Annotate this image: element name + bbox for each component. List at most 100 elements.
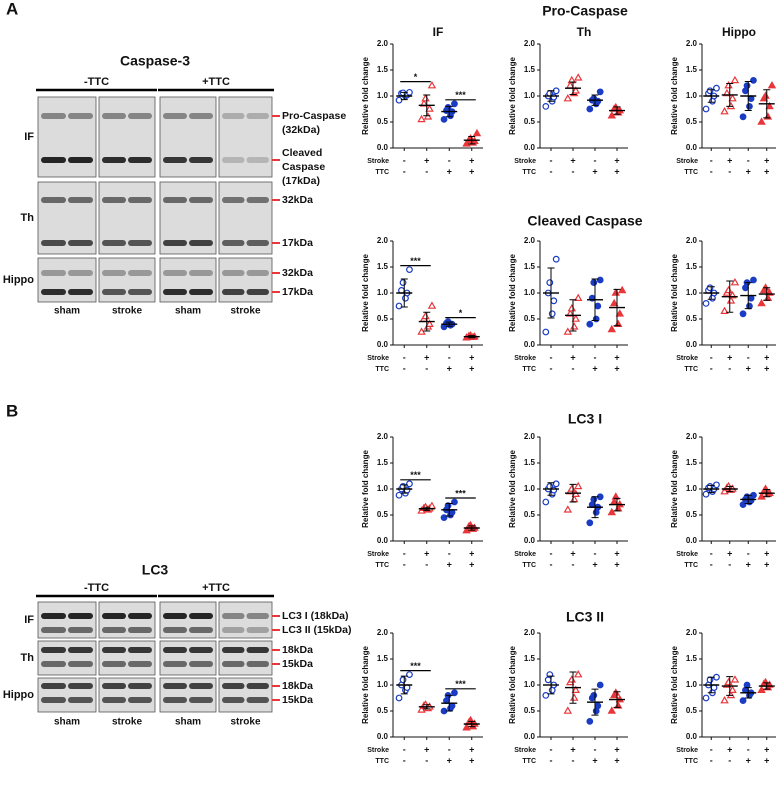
y-tick-label: 2.0 — [524, 432, 536, 441]
x-sign: - — [403, 352, 406, 362]
data-point — [739, 697, 747, 704]
blot-band — [128, 661, 152, 667]
error-bar — [726, 280, 734, 313]
blot-band — [68, 627, 93, 633]
x-sign: + — [746, 166, 751, 176]
x-sign: + — [764, 166, 769, 176]
blot-band — [128, 289, 152, 295]
panel-letter: A — [6, 0, 18, 18]
marker-label: 17kDa — [282, 286, 313, 298]
x-sign: + — [424, 352, 429, 362]
error-bar — [468, 525, 476, 531]
condition-label: -TTC — [84, 582, 109, 594]
x-sign: + — [570, 352, 575, 362]
x-sign: + — [614, 363, 619, 373]
error-bar — [423, 94, 431, 117]
data-point — [726, 101, 736, 110]
data-point — [586, 105, 594, 113]
y-tick-label: 0.5 — [524, 314, 536, 323]
blot-band — [189, 697, 213, 703]
x-sign: + — [764, 559, 769, 569]
x-sign: + — [469, 548, 474, 558]
y-tick-label: 0.0 — [686, 732, 698, 741]
significance-label: *** — [455, 90, 466, 100]
blot-band — [102, 683, 126, 689]
blot-band — [163, 613, 187, 619]
x-row-label: Stroke — [367, 747, 389, 754]
blot-band — [41, 661, 66, 667]
data-point — [399, 676, 407, 684]
x-sign: + — [469, 166, 474, 176]
error-bar — [726, 83, 734, 107]
data-point — [730, 675, 740, 683]
x-sign: + — [424, 744, 429, 754]
blot-band — [102, 113, 126, 119]
blot-band — [41, 647, 66, 653]
y-tick-label: 1.5 — [377, 65, 389, 74]
blot-band — [68, 197, 93, 203]
data-point — [757, 117, 766, 125]
x-sign: - — [550, 155, 553, 165]
blot-band — [246, 627, 269, 633]
blot-band — [41, 240, 66, 246]
y-tick-label: 1.0 — [377, 680, 389, 689]
error-bar — [569, 299, 577, 332]
x-sign: + — [614, 755, 619, 765]
blot-lane — [98, 257, 156, 303]
data-point — [425, 319, 434, 327]
lane-label: sham — [54, 717, 80, 728]
blot-band — [163, 697, 187, 703]
data-point — [569, 693, 579, 701]
y-tick-label: 1.0 — [377, 288, 389, 297]
blot-band — [128, 157, 152, 163]
x-sign: - — [747, 548, 750, 558]
data-point — [546, 279, 554, 287]
data-point — [571, 685, 581, 693]
x-sign: + — [469, 363, 474, 373]
blot-band — [222, 647, 245, 653]
x-sign: + — [447, 559, 452, 569]
y-tick-label: 2.0 — [377, 236, 389, 245]
x-sign: - — [403, 559, 406, 569]
blot-band — [222, 157, 245, 163]
x-sign: + — [592, 755, 597, 765]
y-tick-label: 0.5 — [524, 117, 536, 126]
blot-lane — [159, 640, 217, 676]
x-sign: + — [469, 744, 474, 754]
blot-lane — [37, 96, 97, 178]
error-bar — [423, 506, 431, 511]
error-bar — [707, 484, 715, 494]
x-sign: + — [469, 352, 474, 362]
x-sign: - — [747, 155, 750, 165]
y-tick-label: 1.0 — [524, 484, 536, 493]
x-sign: - — [594, 352, 597, 362]
y-tick-label: 1.5 — [686, 65, 698, 74]
blot-lane — [159, 257, 217, 303]
y-tick-label: 1.5 — [377, 458, 389, 467]
panel-letter: B — [6, 401, 18, 420]
x-sign: + — [469, 559, 474, 569]
blot-band — [102, 627, 126, 633]
blot-band — [222, 661, 245, 667]
blot-band — [246, 157, 269, 163]
x-sign: - — [425, 166, 428, 176]
lane-label: stroke — [230, 306, 260, 317]
blot-band — [68, 683, 93, 689]
marker-label: Caspase — [282, 161, 325, 173]
y-tick-label: 0.0 — [524, 143, 536, 152]
error-bar — [400, 91, 408, 101]
x-sign: - — [403, 744, 406, 754]
blot-band — [246, 613, 269, 619]
data-point — [425, 104, 434, 112]
blot-band — [68, 613, 93, 619]
marker-label: Cleaved — [282, 147, 322, 159]
blot-row-label: IF — [24, 131, 34, 143]
y-tick-label: 0.5 — [377, 314, 389, 323]
x-sign: - — [403, 363, 406, 373]
x-sign: + — [469, 155, 474, 165]
y-tick-label: 0.5 — [686, 510, 698, 519]
error-bar — [468, 335, 476, 339]
x-sign: + — [614, 155, 619, 165]
blot-band — [41, 270, 66, 276]
blot-band — [189, 113, 213, 119]
